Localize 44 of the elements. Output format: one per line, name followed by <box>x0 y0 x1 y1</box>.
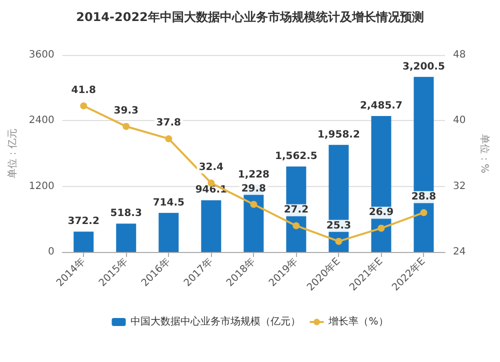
data-label: 37.8 <box>156 118 182 129</box>
legend-label: 增长率（%） <box>328 316 388 328</box>
chart-title: 2014-2022年中国大数据中心业务市场规模统计及增长情况预测 <box>76 10 424 24</box>
y-tick-label: 3600 <box>28 50 54 60</box>
legend-label: 中国大数据中心业务市场规模（亿元） <box>130 316 301 328</box>
point <box>420 209 428 216</box>
data-label: 714.5 <box>152 197 184 208</box>
data-label: 1,228 <box>238 169 270 180</box>
bar <box>116 224 136 252</box>
data-label: 32.4 <box>198 162 224 174</box>
data-label: 28.8 <box>411 192 436 203</box>
point <box>292 222 300 230</box>
data-label: 1,958.2 <box>318 129 360 140</box>
data-label: 26.9 <box>368 207 394 218</box>
data-label: 1,562.5 <box>274 150 318 162</box>
y2-tick-label: 24 <box>453 246 466 258</box>
data-label: 25.3 <box>326 220 352 232</box>
point <box>122 122 130 130</box>
point <box>165 135 172 142</box>
data-label: 3,200.5 <box>402 61 445 72</box>
point <box>335 238 342 245</box>
point <box>250 200 258 208</box>
bar <box>158 212 179 252</box>
data-label: 27.2 <box>284 204 309 216</box>
y2-tick-label: 48 <box>453 50 466 60</box>
point <box>378 224 385 232</box>
y-tick-label: 2400 <box>28 115 54 126</box>
bar <box>371 116 392 252</box>
data-label: 41.8 <box>71 84 96 96</box>
bar <box>414 76 434 252</box>
data-label: 29.8 <box>241 183 266 194</box>
data-label: 39.3 <box>114 105 138 116</box>
y-axis-title: 单位：亿元 <box>6 128 18 178</box>
data-label: 372.2 <box>68 216 100 228</box>
bar <box>74 232 94 252</box>
data-label: 518.3 <box>110 208 142 220</box>
y2-axis-title: 单位：% <box>478 134 490 174</box>
y2-tick-label: 40 <box>453 115 466 126</box>
y-tick-label: 1200 <box>28 180 54 192</box>
bar <box>201 200 222 252</box>
data-label: 2,485.7 <box>360 100 402 112</box>
y2-tick-label: 32 <box>453 180 466 192</box>
y-tick-label: 0 <box>48 246 54 258</box>
point <box>80 102 88 110</box>
